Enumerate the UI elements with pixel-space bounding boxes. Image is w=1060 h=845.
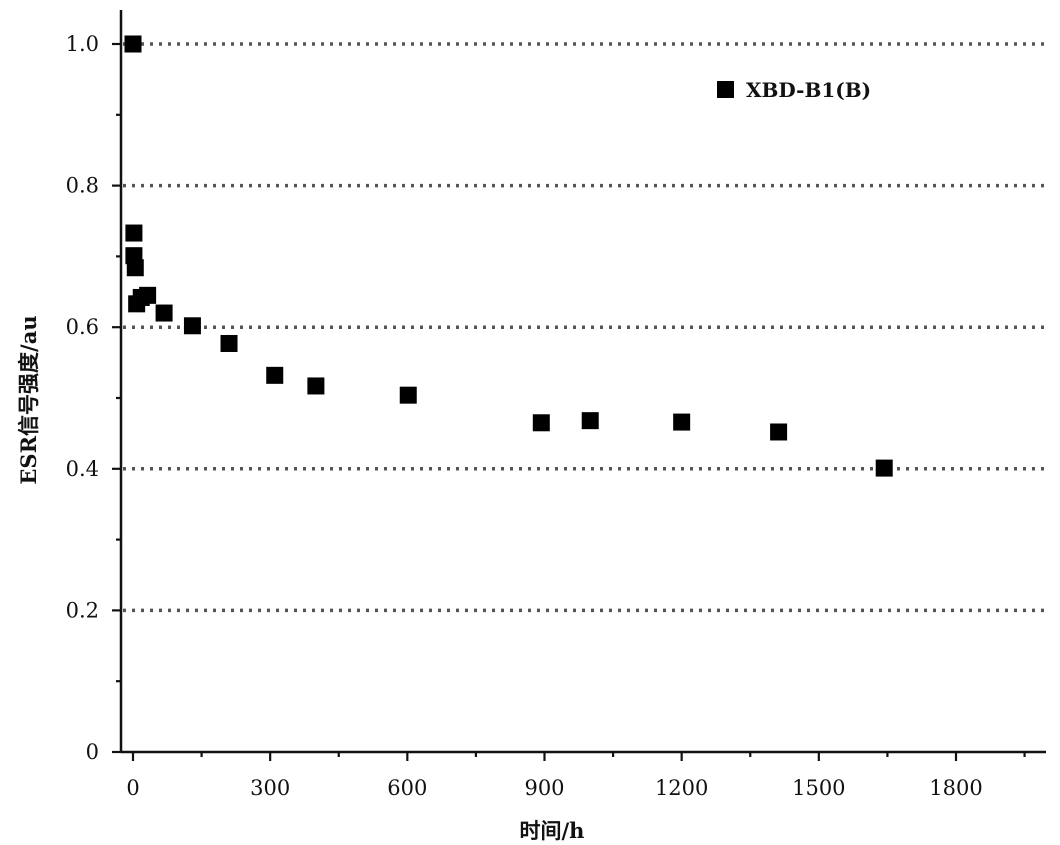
x-tick-label: 1200 (655, 776, 708, 800)
legend: XBD-B1(B) (717, 78, 871, 102)
x-axis-title: 时间/h (520, 818, 585, 843)
x-tick-label: 300 (250, 776, 290, 800)
data-point (875, 459, 893, 477)
y-tick-label: 0.4 (66, 457, 99, 481)
data-point (770, 423, 788, 441)
data-point (220, 334, 238, 352)
x-tick-label: 1800 (929, 776, 982, 800)
data-point (581, 412, 599, 430)
data-point (266, 366, 284, 384)
data-point (126, 259, 144, 277)
legend-label: XBD-B1(B) (746, 78, 871, 102)
data-point (307, 377, 325, 395)
y-tick-label: 0.2 (66, 598, 99, 622)
data-point (673, 413, 691, 431)
y-tick-label: 1.0 (66, 32, 99, 56)
data-point (183, 317, 201, 335)
ticks (112, 42, 1026, 761)
legend-marker-square (717, 81, 734, 98)
y-tick-label: 0 (86, 740, 99, 764)
y-tick-label: 0.6 (66, 315, 99, 339)
x-tick-label: 600 (387, 776, 427, 800)
x-tick-label: 0 (126, 776, 139, 800)
gridlines (123, 42, 1046, 613)
data-point (124, 35, 142, 53)
data-point (155, 304, 173, 322)
y-axis-title: ESR信号强度/au (16, 315, 41, 484)
data-point (139, 286, 157, 304)
data-point (125, 224, 143, 242)
x-tick-label: 900 (524, 776, 564, 800)
data-point (532, 414, 550, 432)
data-points (124, 35, 893, 477)
data-point (399, 386, 417, 404)
axes (119, 10, 1046, 754)
x-tick-label: 1500 (792, 776, 845, 800)
tick-labels: 0 0.2 0.4 0.6 0.8 1.0 0 300 600 900 1200 1500 1800 (66, 32, 983, 800)
y-tick-label: 0.8 (66, 174, 99, 198)
